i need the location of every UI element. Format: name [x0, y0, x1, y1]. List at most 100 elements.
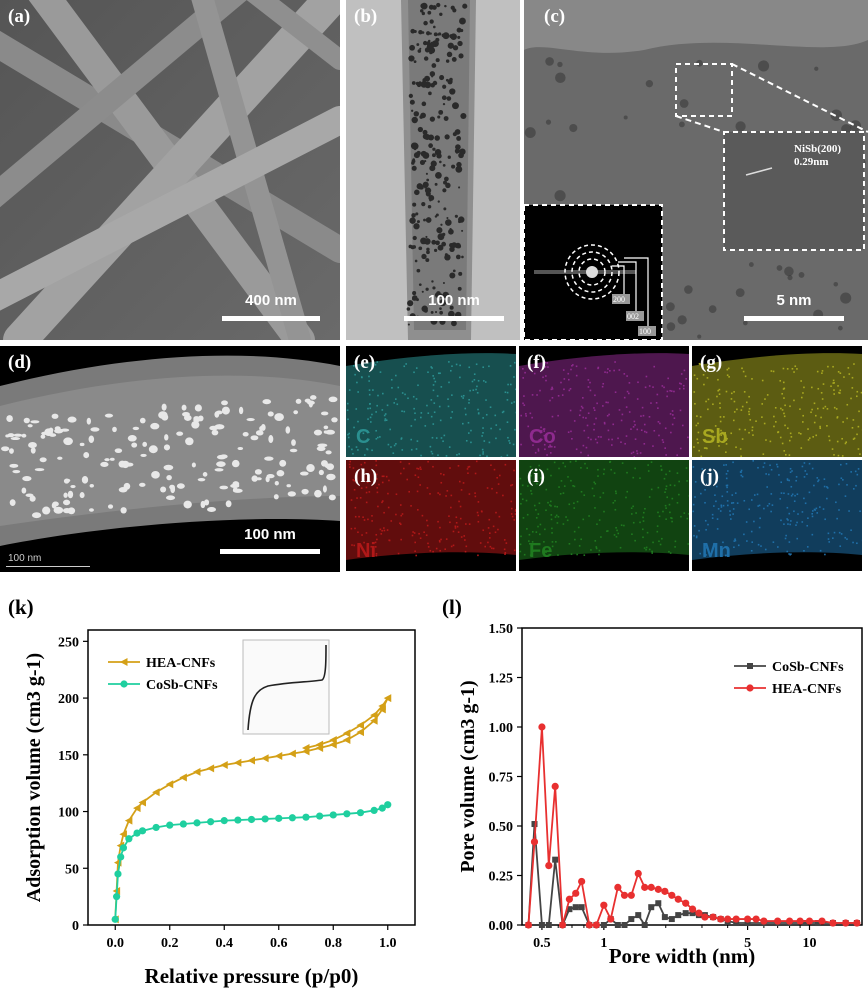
data-point	[207, 818, 215, 826]
panel-label: (j)	[700, 466, 719, 487]
data-point	[785, 917, 794, 925]
data-point	[138, 827, 147, 835]
data-point	[378, 804, 386, 812]
data-point	[760, 917, 768, 925]
data-point	[621, 922, 628, 928]
data-point	[829, 919, 837, 927]
scale-bar	[404, 316, 504, 321]
legend-marker	[747, 663, 753, 669]
chart-k-isotherm: 0.0 0.2 0.4 0.6 0.8 1.0 0 50 100 150 200 250 Relativ…	[8, 595, 416, 988]
panel-label: (e)	[354, 352, 376, 373]
panel-label: (g)	[700, 352, 723, 373]
scale-bar	[220, 549, 320, 554]
y-tick-label: 0.75	[489, 771, 514, 786]
data-point	[709, 913, 717, 921]
element-symbol: Fe	[529, 540, 553, 562]
data-point	[566, 906, 573, 913]
data-point	[578, 877, 586, 886]
data-point	[356, 721, 364, 730]
y-tick-label: 100	[58, 806, 79, 821]
data-point	[538, 723, 546, 731]
data-point	[356, 809, 365, 817]
data-point	[288, 749, 296, 758]
sem-nanofibers	[0, 0, 340, 340]
data-point	[383, 694, 392, 703]
data-point	[234, 816, 242, 824]
data-point	[342, 736, 351, 745]
x-tick-label: 1.0	[379, 936, 397, 951]
data-point	[572, 904, 579, 911]
isotherm-inset	[242, 639, 330, 735]
data-point	[530, 838, 539, 846]
data-point	[329, 736, 337, 745]
scale-bar-label: 100 nm	[428, 292, 480, 309]
element-distribution	[519, 353, 689, 457]
eds-map-sb: (g) Sb	[692, 346, 862, 457]
haadf-fiber	[0, 355, 340, 546]
data-point	[668, 891, 676, 899]
data-point	[578, 904, 585, 911]
data-point	[288, 814, 296, 822]
y-axis-label: Pore volume (cm3 g-1)	[457, 680, 479, 872]
series-HEA-CNFs	[524, 723, 861, 929]
data-point	[733, 920, 740, 927]
data-point	[315, 740, 324, 749]
data-point	[531, 821, 538, 828]
eds-map-co: (f) Co	[519, 346, 689, 457]
data-point	[152, 823, 160, 832]
data-point	[233, 758, 242, 767]
element-symbol: Ni	[356, 540, 376, 562]
element-symbol: Co	[529, 426, 556, 448]
legend-marker	[746, 684, 754, 692]
data-point	[592, 921, 600, 929]
data-point	[152, 788, 160, 797]
data-point	[627, 891, 635, 899]
data-point	[724, 915, 732, 923]
data-point	[614, 883, 622, 891]
scale-bar	[744, 316, 844, 321]
zoom-region-box	[675, 63, 733, 117]
hr-inset	[723, 131, 865, 251]
element-symbol: C	[356, 426, 371, 448]
panel-c-hrtem-image: NiSb(200) 0.29nm 200 002 100 (c) 5 nm	[524, 0, 868, 340]
panel-label: (k)	[8, 595, 34, 619]
data-point	[743, 915, 752, 923]
data-point	[538, 922, 545, 928]
data-point	[600, 922, 607, 928]
panel-label: (l)	[442, 595, 462, 619]
data-point	[261, 754, 269, 763]
saed-ring-label: 200	[613, 295, 625, 304]
panel-a-sem-image: (a) 400 nm	[0, 0, 340, 340]
data-point	[545, 922, 552, 928]
x-tick-label: 0.6	[270, 936, 288, 951]
x-tick-label: 0.5	[533, 936, 551, 951]
y-tick-label: 0.25	[489, 870, 514, 885]
legend-label: HEA-CNFs	[772, 682, 842, 697]
data-point	[796, 917, 804, 925]
data-point	[384, 801, 392, 809]
data-point	[648, 904, 655, 911]
panel-label: (d)	[8, 352, 32, 373]
data-point	[635, 912, 642, 919]
data-point	[274, 751, 283, 760]
y-tick-label: 150	[58, 749, 79, 764]
data-point	[370, 711, 378, 720]
data-point	[524, 921, 533, 929]
saed-ring-label: 002	[627, 312, 639, 321]
data-point	[133, 804, 141, 813]
data-point	[620, 891, 629, 899]
data-point	[275, 814, 283, 822]
series-line	[527, 823, 857, 929]
scale-bar	[222, 316, 320, 321]
y-tick-label: 1.25	[489, 672, 514, 687]
x-tick-label: 5	[744, 936, 751, 951]
y-tick-label: 0	[72, 919, 79, 934]
data-point	[801, 920, 808, 927]
data-point	[572, 889, 580, 897]
element-distribution	[692, 353, 862, 457]
x-axis-label: Relative pressure (p/p0)	[145, 964, 359, 988]
data-point	[133, 829, 141, 837]
data-point	[815, 920, 822, 927]
data-point	[565, 895, 573, 903]
x-axis-label: Pore width (nm)	[609, 944, 756, 968]
